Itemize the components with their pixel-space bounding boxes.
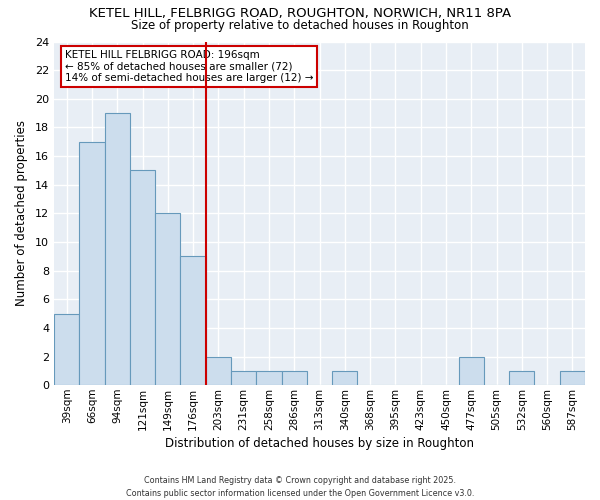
Bar bbox=[332, 371, 358, 385]
Bar bbox=[79, 142, 104, 385]
Bar bbox=[458, 356, 484, 385]
Bar bbox=[206, 356, 231, 385]
Bar bbox=[130, 170, 155, 385]
Text: Size of property relative to detached houses in Roughton: Size of property relative to detached ho… bbox=[131, 19, 469, 32]
Bar bbox=[560, 371, 585, 385]
Bar bbox=[155, 214, 181, 385]
Bar bbox=[231, 371, 256, 385]
Bar bbox=[181, 256, 206, 385]
Bar bbox=[54, 314, 79, 385]
Bar bbox=[104, 113, 130, 385]
Text: Contains HM Land Registry data © Crown copyright and database right 2025.
Contai: Contains HM Land Registry data © Crown c… bbox=[126, 476, 474, 498]
Bar bbox=[281, 371, 307, 385]
Bar bbox=[509, 371, 535, 385]
X-axis label: Distribution of detached houses by size in Roughton: Distribution of detached houses by size … bbox=[165, 437, 474, 450]
Y-axis label: Number of detached properties: Number of detached properties bbox=[15, 120, 28, 306]
Text: KETEL HILL FELBRIGG ROAD: 196sqm
← 85% of detached houses are smaller (72)
14% o: KETEL HILL FELBRIGG ROAD: 196sqm ← 85% o… bbox=[65, 50, 313, 84]
Text: KETEL HILL, FELBRIGG ROAD, ROUGHTON, NORWICH, NR11 8PA: KETEL HILL, FELBRIGG ROAD, ROUGHTON, NOR… bbox=[89, 8, 511, 20]
Bar bbox=[256, 371, 281, 385]
